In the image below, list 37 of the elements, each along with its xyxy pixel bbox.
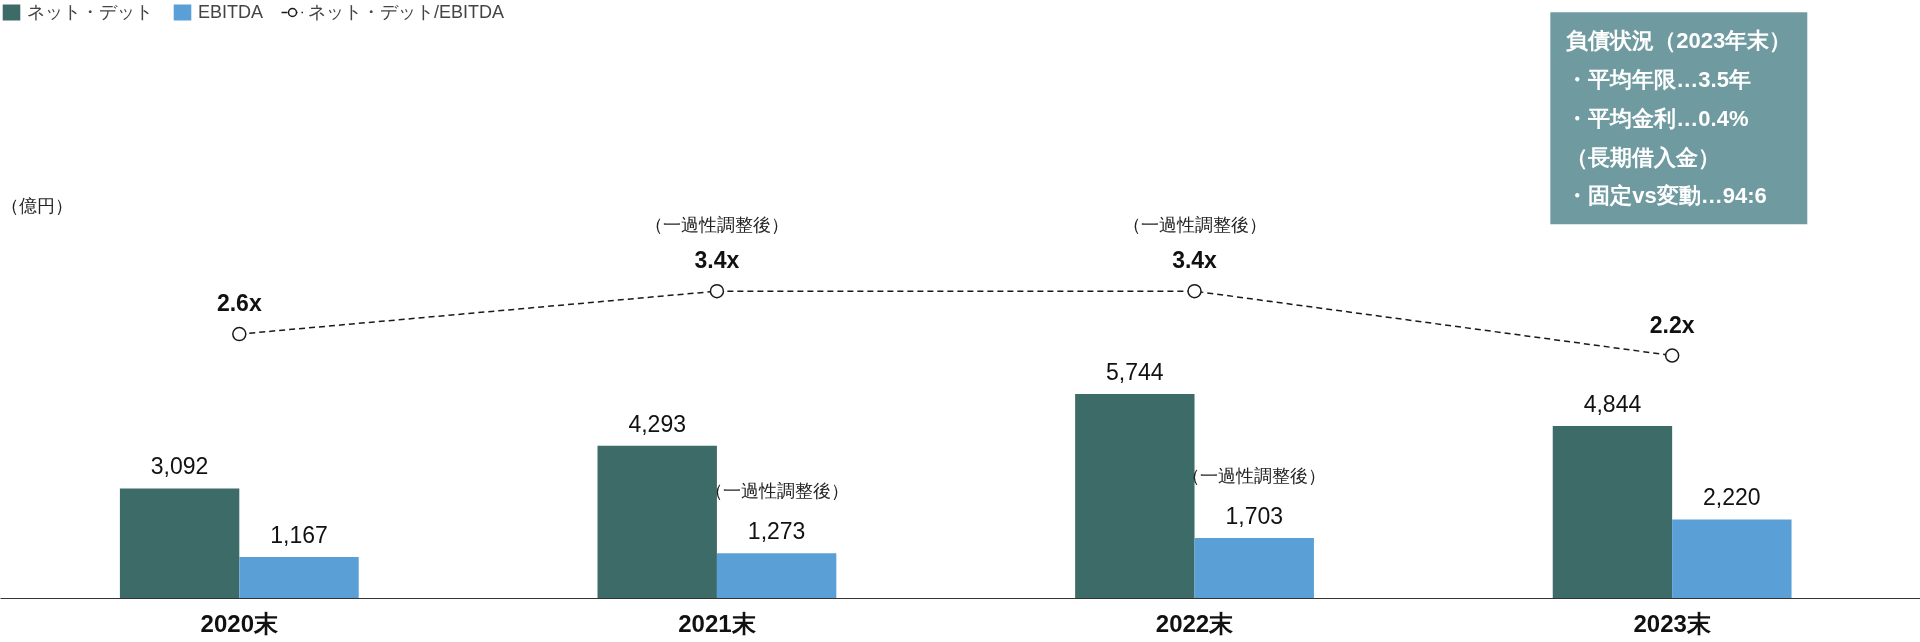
annotation: （一過性調整後） (1182, 465, 1327, 486)
x-tick-label: 2020末 (200, 609, 279, 637)
data-label: 3,092 (150, 453, 209, 480)
data-label: 2,220 (1703, 484, 1761, 511)
bar (1672, 519, 1792, 599)
data-label: 2.6x (216, 290, 262, 317)
legend-label: ネット・デット (27, 1, 153, 24)
annotation: （一過性調整後） (704, 481, 849, 502)
annotation: ・平均金利…0.4% (1566, 105, 1749, 131)
data-label: 2.2x (1649, 311, 1695, 338)
bar (597, 445, 717, 599)
bar (1075, 394, 1195, 599)
data-label: 3.4x (1172, 247, 1218, 274)
data-label: 4,844 (1583, 391, 1642, 418)
annotation: （億円） (0, 195, 73, 216)
legend-label: ネット・デット/EBITDA (308, 1, 505, 24)
data-label: 1,703 (1225, 502, 1284, 529)
x-tick-label: 2022末 (1155, 609, 1235, 637)
annotation: （長期借入金） (1566, 144, 1721, 170)
annotation: （一過性調整後） (1122, 215, 1267, 236)
data-label: 1,273 (747, 518, 806, 545)
data-label: 3.4x (694, 247, 740, 274)
data-label: 4,293 (628, 410, 686, 437)
bar (239, 556, 359, 599)
bar (716, 553, 837, 599)
data-label: 5,744 (1106, 359, 1164, 386)
annotation: （一過性調整後） (644, 215, 789, 236)
annotation: ・固定vs変動…94:6 (1566, 183, 1767, 209)
data-label: 1,167 (270, 521, 328, 548)
legend-label: EBITDA (198, 1, 264, 23)
annotation: ・平均年限…3.5年 (1566, 67, 1751, 93)
annotation: 負債状況（2023年末） (1566, 28, 1792, 54)
bar (119, 488, 240, 599)
bar (1552, 426, 1673, 599)
bar (1194, 537, 1314, 599)
x-tick-label: 2023末 (1633, 609, 1712, 637)
x-tick-label: 2021末 (678, 609, 757, 637)
